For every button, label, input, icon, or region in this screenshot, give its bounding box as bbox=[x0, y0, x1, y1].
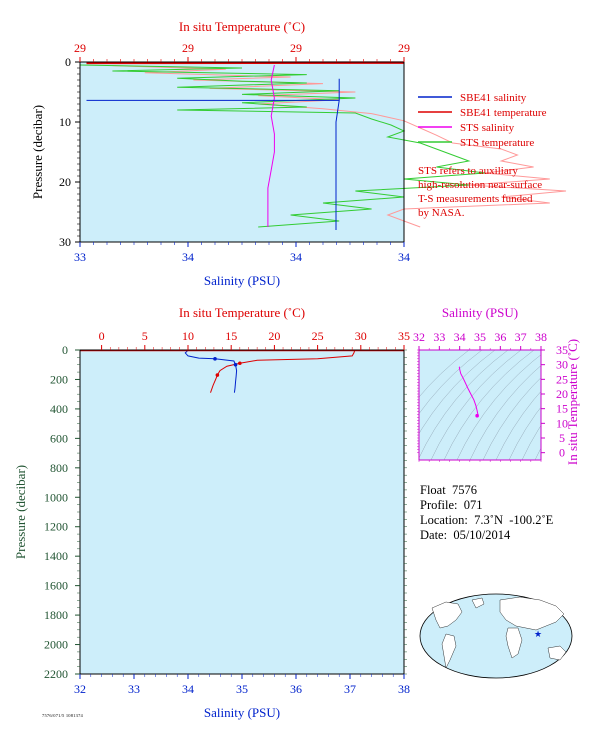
near-surface-y-tick-label: 10 bbox=[59, 115, 71, 129]
full-depth-y-tick-label: 0 bbox=[62, 343, 68, 357]
ts-x-tick-label: 35 bbox=[474, 330, 486, 344]
sts-note-line: T-S measurements funded bbox=[418, 193, 533, 205]
near-surface-temperature-tick-label: 29 bbox=[182, 41, 194, 55]
near-surface-temperature-tick-label: 29 bbox=[398, 41, 410, 55]
near-surface-y-tick-label: 30 bbox=[59, 235, 71, 249]
ts-x-tick-label: 32 bbox=[413, 330, 425, 344]
full-depth-temperature-tick-label: 15 bbox=[225, 329, 237, 343]
full-depth-salinity-tick-label: 32 bbox=[74, 682, 86, 696]
full-depth-y-tick-label: 1400 bbox=[44, 549, 68, 563]
full-depth-temperature-tick-label: 35 bbox=[398, 329, 410, 343]
float-location-marker: ★ bbox=[534, 629, 542, 639]
full-depth-y-tick-label: 800 bbox=[50, 461, 68, 475]
ts-x-tick-label: 38 bbox=[535, 330, 547, 344]
full-depth-y-tick-label: 600 bbox=[50, 431, 68, 445]
full-depth-salinity-tick-label: 38 bbox=[398, 682, 410, 696]
legend-label: STS temperature bbox=[460, 137, 534, 149]
near-surface-bottom-axis-label: Salinity (PSU) bbox=[204, 273, 280, 288]
ts-x-tick-label: 33 bbox=[433, 330, 445, 344]
world-location-map: ★ bbox=[420, 594, 572, 678]
full-depth-temperature-tick-label: 25 bbox=[312, 329, 324, 343]
near-surface-salinity-tick-label: 34 bbox=[290, 250, 302, 264]
full-depth-temperature-tick-label: 20 bbox=[268, 329, 280, 343]
near-surface-salinity-tick-label: 33 bbox=[74, 250, 86, 264]
legend-label: SBE41 temperature bbox=[460, 107, 547, 119]
near-surface-y-tick-label: 20 bbox=[59, 175, 71, 189]
near-surface-salinity-tick-label: 34 bbox=[182, 250, 194, 264]
ts-diagram-title: Salinity (PSU) bbox=[442, 305, 518, 320]
near-surface-y-tick-label: 0 bbox=[65, 55, 71, 69]
sts-note-line: high-resolution near-surface bbox=[418, 179, 542, 191]
ts-x-tick-label: 34 bbox=[454, 330, 466, 344]
sts-note-line: by NASA. bbox=[418, 207, 465, 219]
full-depth-y-tick-label: 200 bbox=[50, 372, 68, 386]
full-depth-marker bbox=[216, 373, 220, 377]
full-depth-y-tick-label: 1000 bbox=[44, 490, 68, 504]
full-depth-y-tick-label: 2000 bbox=[44, 638, 68, 652]
ts-x-tick-label: 37 bbox=[515, 330, 527, 344]
legend-label: STS salinity bbox=[460, 122, 515, 134]
sts-note: STS refers to auxiliary high-resolution n… bbox=[418, 165, 542, 219]
near-surface-salinity-tick-label: 34 bbox=[398, 250, 410, 264]
full-depth-marker bbox=[213, 357, 217, 361]
near-surface-y-axis-label: Pressure (decibar) bbox=[30, 105, 45, 199]
figure-stamp: 7576/071/5 1081374 bbox=[42, 713, 83, 718]
full-depth-salinity-tick-label: 33 bbox=[128, 682, 140, 696]
location-text: Location: 7.3˚N -100.2˚E bbox=[420, 513, 553, 528]
near-surface-temperature-tick-label: 29 bbox=[290, 41, 302, 55]
sts-note-line: STS refers to auxiliary bbox=[418, 165, 518, 177]
full-depth-y-tick-label: 2200 bbox=[44, 667, 68, 681]
full-depth-temperature-tick-label: 0 bbox=[99, 329, 105, 343]
near-surface-temperature-tick-label: 29 bbox=[74, 41, 86, 55]
legend-label: SBE41 salinity bbox=[460, 92, 527, 104]
date-text: Date: 05/10/2014 bbox=[420, 528, 553, 543]
full-depth-plot-area bbox=[80, 350, 404, 674]
full-depth-salinity-tick-label: 35 bbox=[236, 682, 248, 696]
profile-text: Profile: 071 bbox=[420, 498, 553, 513]
full-depth-salinity-tick-label: 37 bbox=[344, 682, 356, 696]
full-depth-temperature-tick-label: 10 bbox=[182, 329, 194, 343]
full-depth-salinity-tick-label: 36 bbox=[290, 682, 302, 696]
full-depth-temperature-tick-label: 30 bbox=[355, 329, 367, 343]
full-depth-top-axis-label: In situ Temperature (˚C) bbox=[179, 305, 305, 320]
full-depth-bottom-axis-label: Salinity (PSU) bbox=[204, 705, 280, 720]
ts-marker bbox=[475, 414, 479, 418]
ts-diagram-plot-area bbox=[419, 350, 541, 460]
ts-x-tick-label: 36 bbox=[494, 330, 506, 344]
ts-diagram-y-axis-label: In situ Temperature (˚C) bbox=[565, 339, 580, 465]
float-info-block: Float 7576 Profile: 071 Location: 7.3˚N … bbox=[420, 483, 553, 543]
full-depth-marker bbox=[238, 361, 242, 365]
full-depth-y-tick-label: 400 bbox=[50, 402, 68, 416]
full-depth-salinity-tick-label: 34 bbox=[182, 682, 194, 696]
near-surface-top-axis-label: In situ Temperature (˚C) bbox=[179, 19, 305, 34]
full-depth-temperature-tick-label: 5 bbox=[142, 329, 148, 343]
full-depth-y-tick-label: 1200 bbox=[44, 520, 68, 534]
float-id-text: Float 7576 bbox=[420, 483, 553, 498]
full-depth-panel: 0200400600800100012001400160018002000220… bbox=[13, 305, 410, 720]
full-depth-y-axis-label: Pressure (decibar) bbox=[13, 465, 28, 559]
full-depth-y-tick-label: 1600 bbox=[44, 579, 68, 593]
full-depth-marker bbox=[234, 363, 238, 367]
full-depth-y-tick-label: 1800 bbox=[44, 608, 68, 622]
legend: SBE41 salinity SBE41 temperature STS salin… bbox=[418, 92, 547, 149]
